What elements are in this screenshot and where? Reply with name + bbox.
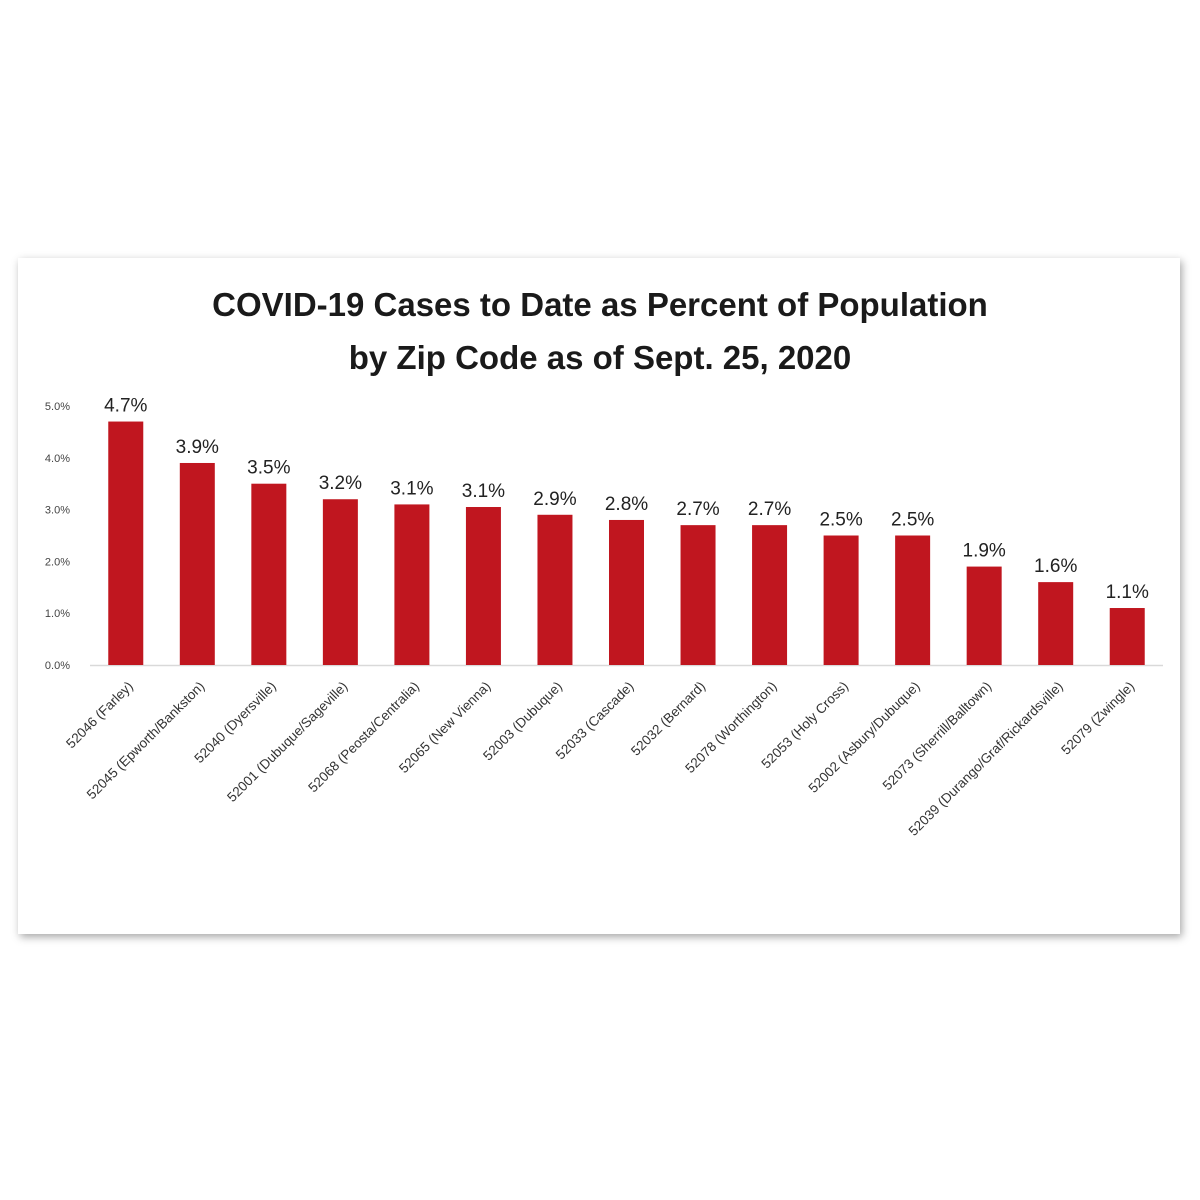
data-label: 2.7%	[676, 499, 719, 520]
data-label: 2.5%	[819, 510, 862, 531]
bar	[609, 519, 644, 665]
bar	[966, 566, 1002, 665]
category-label: 52079 (Zwingle)	[1058, 679, 1137, 758]
bar	[394, 504, 430, 665]
bar	[1109, 608, 1145, 665]
data-label: 3.1%	[390, 478, 433, 499]
data-label: 2.7%	[748, 499, 791, 520]
bar	[752, 525, 788, 665]
data-label: 1.9%	[963, 541, 1006, 562]
data-label: 4.7%	[104, 396, 147, 417]
category-label: 52001 (Dubuque/Sageville)	[224, 679, 350, 805]
bar	[322, 499, 358, 665]
category-label: 52039 (Durango/Graf/Rickardsville)	[906, 679, 1066, 839]
bar	[465, 507, 501, 665]
data-label: 3.5%	[247, 458, 290, 479]
y-tick-label: 5.0%	[45, 401, 70, 413]
y-tick-label: 3.0%	[45, 505, 70, 517]
data-label: 1.1%	[1106, 582, 1149, 603]
y-tick-label: 2.0%	[45, 556, 70, 568]
category-label: 52003 (Dubuque)	[480, 679, 565, 764]
chart-title-line-2: by Zip Code as of Sept. 25, 2020	[349, 339, 852, 376]
bar	[251, 483, 287, 665]
category-label: 52046 (Farley)	[63, 679, 136, 752]
bar	[895, 535, 931, 665]
category-label: 52045 (Epworth/Bankston)	[84, 679, 208, 803]
data-label: 2.5%	[891, 510, 934, 531]
bars-group	[108, 421, 1145, 665]
bar	[680, 525, 716, 665]
y-axis: 0.0% 1.0% 2.0% 3.0% 4.0% 5.0%	[45, 401, 70, 672]
y-tick-label: 0.0%	[45, 660, 70, 672]
data-label: 3.9%	[176, 437, 219, 458]
y-tick-label: 4.0%	[45, 453, 70, 465]
category-labels-group: 52046 (Farley)52045 (Epworth/Bankston)52…	[63, 679, 1137, 839]
y-tick-label: 1.0%	[45, 608, 70, 620]
bar	[537, 514, 573, 665]
bar	[108, 421, 144, 665]
data-label: 1.6%	[1034, 556, 1077, 577]
category-label: 52033 (Cascade)	[553, 679, 637, 763]
data-label: 3.2%	[319, 473, 362, 494]
bar	[179, 462, 215, 665]
data-label: 3.1%	[462, 481, 505, 502]
data-label: 2.9%	[533, 489, 576, 510]
value-labels-group: 4.7% 3.9% 3.5% 3.2% 3.1% 3.1% 2.9% 2.8% 2.7% 2.7%…	[104, 396, 1149, 603]
chart-title-line-1: COVID-19 Cases to Date as Percent of Pop…	[212, 286, 988, 323]
category-label: 52032 (Bernard)	[628, 679, 708, 759]
data-label: 2.8%	[605, 494, 648, 515]
bar	[1038, 582, 1074, 665]
bar	[823, 535, 859, 665]
